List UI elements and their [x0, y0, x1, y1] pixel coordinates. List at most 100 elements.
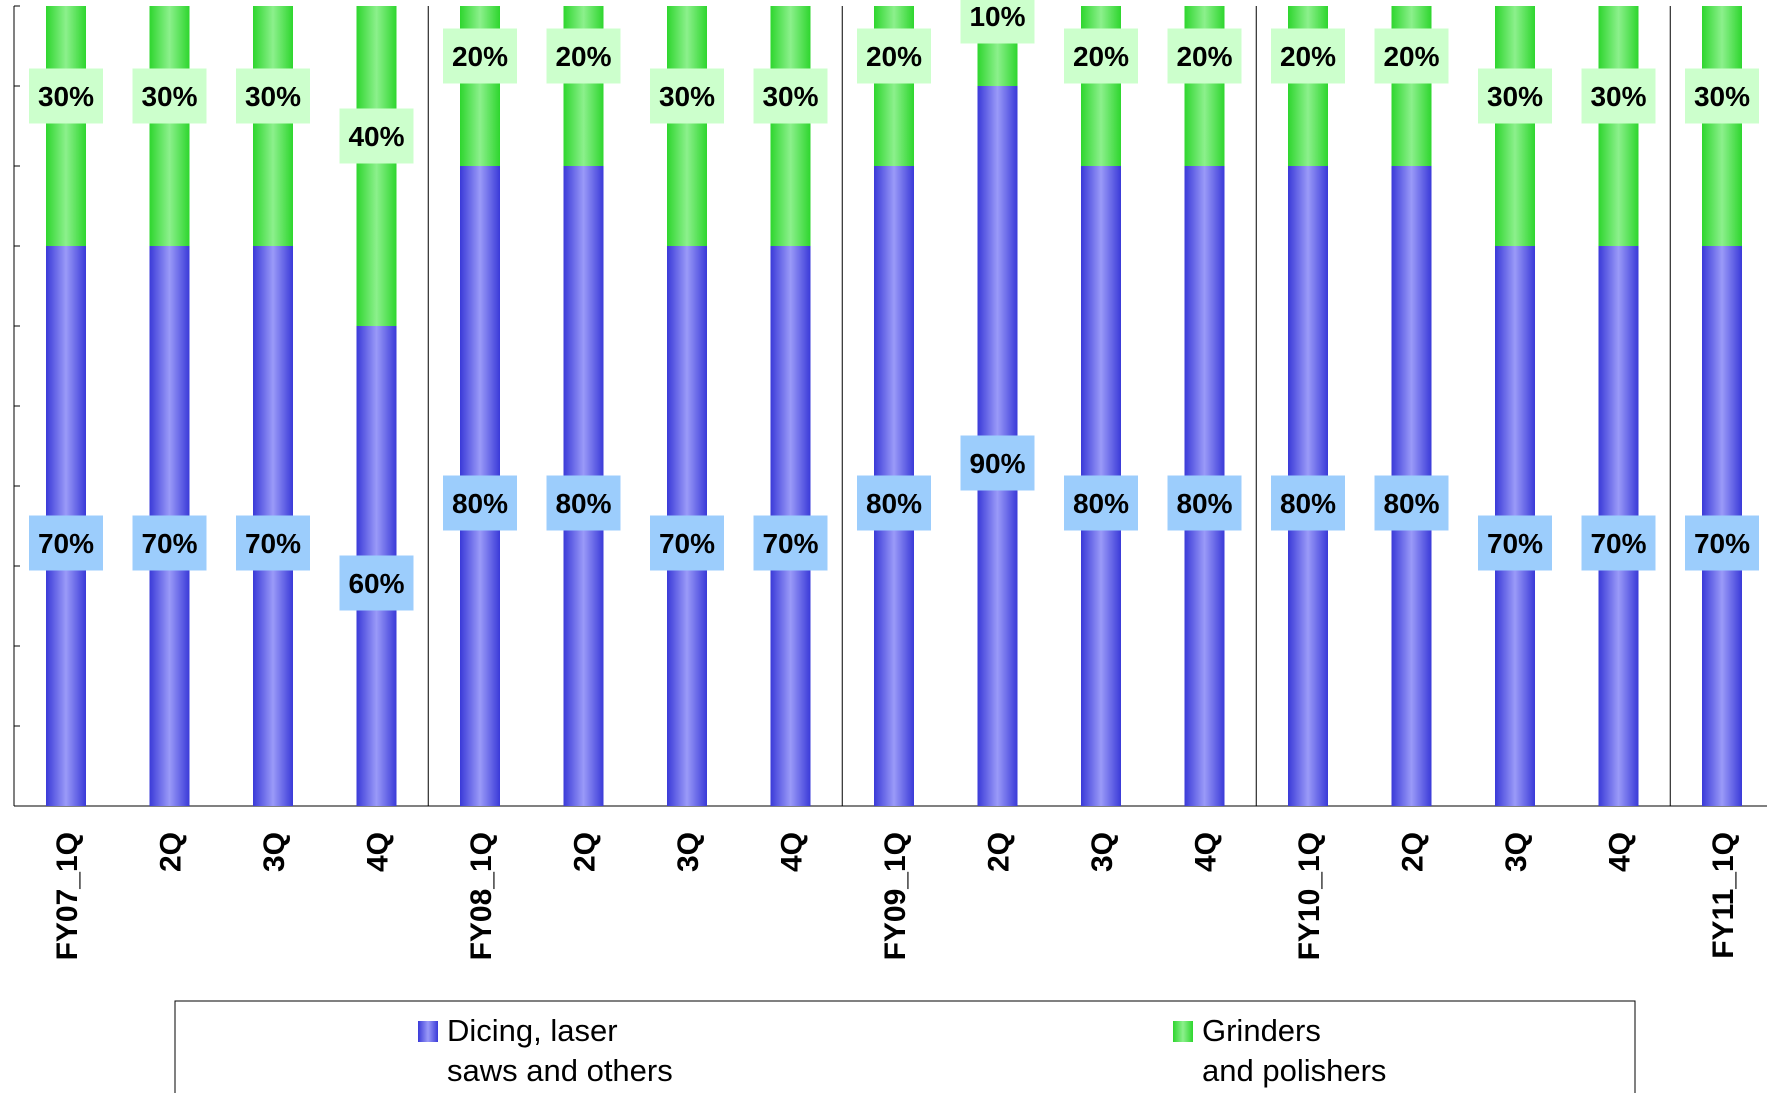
x-tick-label-16: FY11_1Q: [1707, 832, 1740, 959]
bar-grinders-1: [149, 6, 190, 246]
data-label-dicing-3: 60%: [348, 568, 404, 599]
data-label-grinders-16: 30%: [1694, 81, 1750, 112]
data-label-grinders-14-box: [1478, 68, 1552, 124]
data-label-dicing-2: 70%: [245, 528, 301, 559]
data-label-dicing-4: 80%: [452, 488, 508, 519]
bar-grinders-7: [770, 6, 811, 246]
bar-grinders-16: [1702, 6, 1742, 246]
data-label-dicing-7: 70%: [762, 528, 818, 559]
bar-grinders-15: [1598, 6, 1639, 246]
legend-label-grinders-line2: and polishers: [1202, 1053, 1386, 1088]
legend-label-dicing-line1: Dicing, laser: [447, 1013, 618, 1048]
data-label-dicing-7-box: [753, 515, 828, 571]
legend-swatch-grinders: [1173, 1021, 1193, 1042]
data-label-dicing-10: 80%: [1073, 488, 1129, 519]
data-label-grinders-9-box: [960, 0, 1035, 44]
x-tick-label-13: 2Q: [1397, 832, 1430, 872]
data-label-dicing-4-box: [443, 475, 517, 531]
x-tick-label-6: 3Q: [672, 832, 705, 872]
data-label-grinders-1: 30%: [141, 81, 197, 112]
data-label-dicing-12-box: [1271, 475, 1345, 531]
data-label-grinders-6: 30%: [659, 81, 715, 112]
x-tick-label-1: 2Q: [155, 832, 188, 872]
data-label-grinders-8-box: [857, 28, 931, 84]
data-label-grinders-6-box: [650, 68, 724, 124]
plot-area: 70% 30% 70% 30% 70% 30% 60% 40% 80% 20% 80% 20% 70% 3…: [13, 0, 1767, 807]
x-tick-label-7: 4Q: [776, 832, 809, 872]
data-label-grinders-2: 30%: [245, 81, 301, 112]
x-tick-label-11: 4Q: [1190, 832, 1223, 872]
data-label-dicing-13-box: [1374, 475, 1449, 531]
data-label-dicing-1-box: [132, 515, 207, 571]
data-label-dicing-14: 70%: [1487, 528, 1543, 559]
data-label-dicing-16-box: [1685, 515, 1759, 571]
data-label-grinders-13-box: [1374, 28, 1449, 84]
data-label-grinders-13: 20%: [1383, 41, 1439, 72]
data-label-dicing-9: 90%: [969, 448, 1025, 479]
x-tick-label-15: 4Q: [1604, 832, 1637, 872]
data-label-dicing-6: 70%: [659, 528, 715, 559]
data-label-dicing-0-box: [29, 515, 103, 571]
data-label-dicing-9-box: [960, 435, 1035, 491]
data-label-dicing-10-box: [1064, 475, 1138, 531]
data-label-grinders-5-box: [546, 28, 621, 84]
data-label-grinders-2-box: [236, 68, 310, 124]
data-label-grinders-4-box: [443, 28, 517, 84]
x-tick-label-4: FY08_1Q: [465, 832, 498, 960]
data-label-grinders-15-box: [1581, 68, 1656, 124]
legend-label-dicing-line2: saws and others: [447, 1053, 673, 1088]
data-label-dicing-15: 70%: [1590, 528, 1646, 559]
x-tick-label-0: FY07_1Q: [51, 832, 84, 960]
x-tick-label-8: FY09_1Q: [879, 832, 912, 960]
x-axis-labels: FY07_1Q 2Q 3Q 4Q FY08_1Q 2Q 3Q 4Q FY09_1Q 2Q 3Q 4Q F…: [51, 832, 1740, 960]
data-label-dicing-16: 70%: [1694, 528, 1750, 559]
data-label-dicing-15-box: [1581, 515, 1656, 571]
x-tick-label-3: 4Q: [362, 832, 395, 872]
data-label-dicing-8: 80%: [866, 488, 922, 519]
data-label-grinders-3: 40%: [348, 121, 404, 152]
x-tick-label-2: 3Q: [258, 832, 291, 872]
data-label-grinders-1-box: [132, 68, 207, 124]
data-label-dicing-13: 80%: [1383, 488, 1439, 519]
data-label-dicing-14-box: [1478, 515, 1552, 571]
bar-grinders-14: [1495, 6, 1535, 246]
data-label-dicing-0: 70%: [38, 528, 94, 559]
data-label-dicing-5-box: [546, 475, 621, 531]
data-label-grinders-7-box: [753, 68, 828, 124]
data-label-grinders-12: 20%: [1280, 41, 1336, 72]
legend-swatch-dicing: [418, 1021, 438, 1042]
legend: Dicing, laser saws and others Grinders a…: [174, 1000, 1636, 1093]
legend-box: [174, 1000, 1636, 1093]
data-label-grinders-3-box: [339, 108, 414, 164]
data-label-grinders-5: 20%: [555, 41, 611, 72]
data-label-grinders-15: 30%: [1590, 81, 1646, 112]
data-label-dicing-2-box: [236, 515, 310, 571]
data-label-grinders-10: 20%: [1073, 41, 1129, 72]
bar-grinders-6: [667, 6, 707, 246]
legend-label-grinders-line1: Grinders: [1202, 1013, 1321, 1048]
data-label-dicing-1: 70%: [141, 528, 197, 559]
bar-grinders-3: [356, 6, 397, 326]
x-tick-label-14: 3Q: [1500, 832, 1533, 872]
data-label-dicing-6-box: [650, 515, 724, 571]
data-label-grinders-14: 30%: [1487, 81, 1543, 112]
x-tick-label-12: FY10_1Q: [1293, 832, 1326, 960]
bar-grinders-0: [46, 6, 86, 246]
data-label-grinders-11: 20%: [1176, 41, 1232, 72]
data-label-dicing-12: 80%: [1280, 488, 1336, 519]
data-label-dicing-3-box: [339, 555, 414, 611]
data-label-grinders-0: 30%: [38, 81, 94, 112]
data-label-grinders-9: 10%: [969, 1, 1025, 32]
x-tick-label-5: 2Q: [569, 832, 602, 872]
data-label-grinders-0-box: [29, 68, 103, 124]
data-label-grinders-11-box: [1167, 28, 1242, 84]
data-label-grinders-16-box: [1685, 68, 1759, 124]
data-label-grinders-12-box: [1271, 28, 1345, 84]
data-label-dicing-5: 80%: [555, 488, 611, 519]
data-label-grinders-7: 30%: [762, 81, 818, 112]
data-label-grinders-10-box: [1064, 28, 1138, 84]
data-label-grinders-8: 20%: [866, 41, 922, 72]
x-tick-label-10: 3Q: [1086, 832, 1119, 872]
data-label-dicing-8-box: [857, 475, 931, 531]
